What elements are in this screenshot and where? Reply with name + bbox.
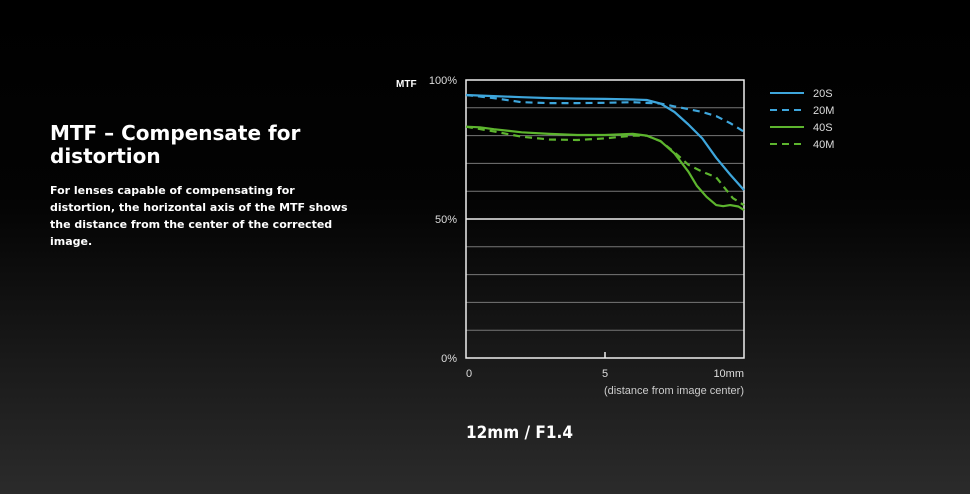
- legend-label: 40M: [813, 139, 834, 151]
- y-tick-label: 50%: [435, 214, 457, 226]
- legend: 20S 20M 40S 40M: [770, 88, 834, 151]
- series-line-20M: [465, 93, 745, 133]
- y-tick-label: 0%: [441, 353, 457, 365]
- x-tick-label: 10mm: [713, 368, 744, 380]
- series-line-40M: [465, 125, 745, 207]
- y-axis-label: MTF: [396, 79, 417, 90]
- page-title: MTF – Compensate for distortion: [50, 121, 301, 168]
- x-axis-label: (distance from image center): [604, 385, 744, 397]
- tick-labels: 100% 50% 0% 0 5 10mm: [429, 75, 744, 380]
- grid: [465, 79, 745, 359]
- y-tick-label: 100%: [429, 75, 457, 87]
- legend-label: 20M: [813, 105, 834, 117]
- series-line-20S: [465, 93, 745, 191]
- description: For lenses capable of compensating for d…: [50, 184, 348, 248]
- x-tick-label: 5: [602, 368, 608, 380]
- series-lines: [465, 93, 745, 212]
- legend-label: 40S: [813, 122, 833, 134]
- x-tick-label: 0: [466, 368, 472, 380]
- lens-caption: 12mm / F1.4: [466, 423, 573, 443]
- legend-label: 20S: [813, 88, 833, 100]
